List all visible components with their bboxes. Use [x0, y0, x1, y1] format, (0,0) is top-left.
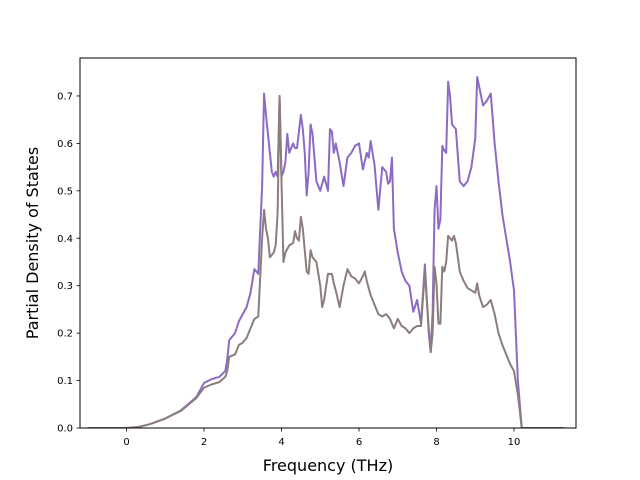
y-tick-label: 0.6	[57, 139, 73, 150]
x-tick-label: 6	[356, 437, 362, 448]
y-tick-label: 0.2	[57, 329, 73, 340]
y-tick-label: 0.0	[57, 424, 73, 435]
x-axis-ticks: 0 2 4 6 8 10	[123, 428, 520, 448]
series-layer	[87, 75, 565, 428]
series-line-1	[87, 75, 565, 428]
y-tick-label: 0.5	[57, 186, 73, 197]
axes-frame	[79, 57, 577, 429]
y-tick-label: 0.4	[57, 234, 73, 245]
x-tick-label: 10	[508, 437, 521, 448]
x-tick-label: 8	[433, 437, 439, 448]
x-tick-label: 0	[123, 437, 129, 448]
y-tick-label: 0.7	[57, 91, 73, 102]
y-tick-label: 0.3	[57, 281, 73, 292]
y-axis-ticks: 0.0 0.1 0.2 0.3 0.4 0.5 0.6 0.7	[57, 91, 80, 435]
x-tick-label: 4	[278, 437, 284, 448]
plot-area: 0 2 4 6 8 10 0.0 0.1 0.2 0.3 0.4 0.5 0.6 0.7 Frequen…	[23, 57, 577, 475]
y-axis-title: Partial Density of States	[23, 147, 42, 339]
x-tick-label: 2	[201, 437, 207, 448]
x-axis-title: Frequency (THz)	[263, 456, 393, 475]
y-tick-label: 0.1	[57, 376, 73, 387]
series-line-2	[87, 94, 565, 428]
